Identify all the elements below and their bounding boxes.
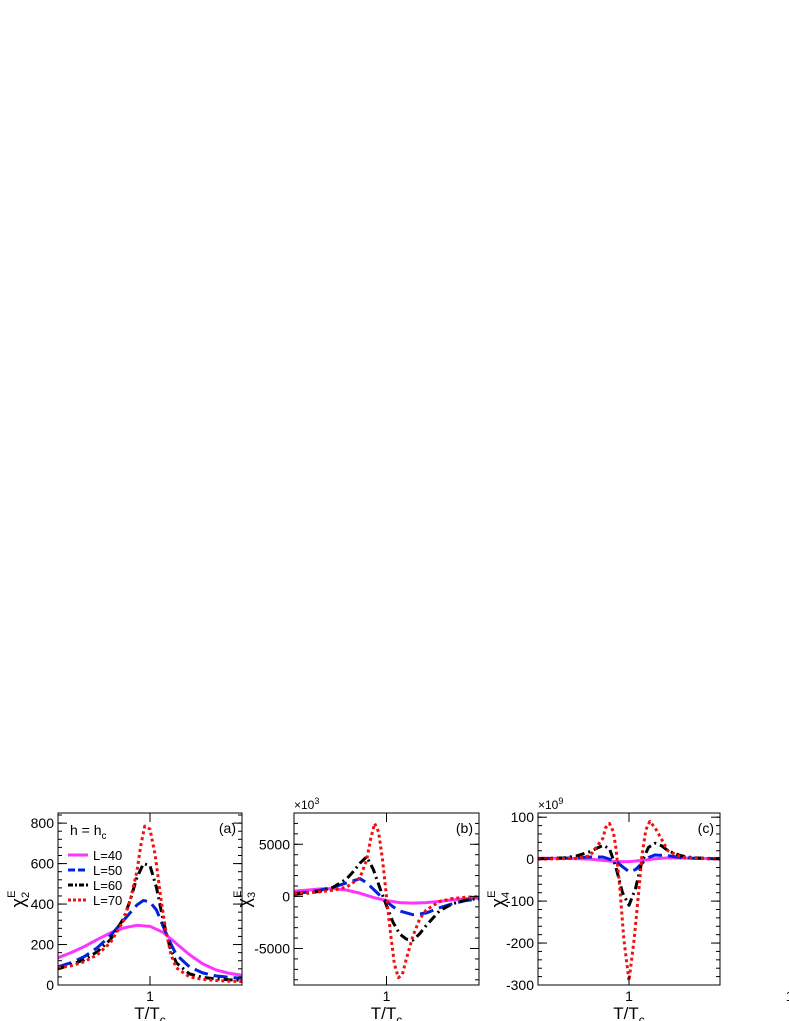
x-axis-label: T/Tc: [134, 1004, 166, 1021]
y-tick-label: 400: [31, 896, 55, 912]
panel-label: (a): [219, 820, 236, 836]
axis-multiplier: ×103: [294, 796, 319, 812]
panel-label: (c): [698, 820, 714, 836]
x-tick-label: 1: [383, 988, 391, 1004]
x-axis-label: T/Tc: [613, 1004, 645, 1021]
legend-label: L=70: [93, 893, 122, 908]
axis-multiplier: ×109: [538, 796, 563, 812]
y-tick-label: -200: [506, 935, 534, 951]
x-tick-label: 1: [625, 988, 633, 1004]
x-axis-label: T/Tc: [371, 1004, 403, 1021]
series-line-l50: [294, 877, 479, 917]
y-axis-label: χ2E: [6, 891, 32, 908]
y-axis-label: χ3E: [232, 891, 258, 908]
y-tick-label: 0: [282, 888, 290, 904]
y-tick-label: -5000: [254, 941, 290, 957]
y-tick-label: 600: [31, 856, 55, 872]
y-tick-label: -300: [506, 977, 534, 993]
y-tick-label: 5000: [259, 836, 290, 852]
panel-label: (b): [456, 820, 473, 836]
series-group: [538, 819, 720, 983]
series-line-l60: [294, 855, 479, 942]
condition-annotation: h = hc: [70, 822, 107, 842]
chart-panel-3: 0.999511.0005-300-200-1000100T/Tcχ4E×109…: [0, 796, 721, 1021]
y-tick-label: 200: [31, 937, 55, 953]
series-line-l70: [538, 819, 720, 983]
legend-label: L=60: [93, 878, 122, 893]
series-line-l70: [294, 821, 479, 980]
series-group: [58, 824, 242, 984]
legend: L=40L=50L=60L=70: [68, 848, 122, 908]
series-line-l60: [538, 841, 720, 907]
series-group: [294, 821, 479, 980]
plot-frame: [537, 812, 721, 986]
y-axis-label: χ4E: [486, 891, 512, 908]
y-tick-label: 0: [526, 851, 534, 867]
y-tick-label: -100: [506, 893, 534, 909]
series-line-l70: [58, 824, 242, 984]
x-tick-label: 0.9995: [0, 988, 1, 1004]
x-tick-label: 1: [146, 988, 154, 1004]
y-tick-label: 100: [511, 809, 535, 825]
legend-label: L=40: [93, 848, 122, 863]
legend-label: L=50: [93, 863, 122, 878]
y-tick-label: 800: [31, 815, 55, 831]
series-line-l40: [58, 923, 242, 977]
series-line-l50: [538, 853, 720, 874]
series-line-l60: [58, 862, 242, 982]
series-line-l50: [58, 898, 242, 980]
y-tick-label: 0: [46, 977, 54, 993]
